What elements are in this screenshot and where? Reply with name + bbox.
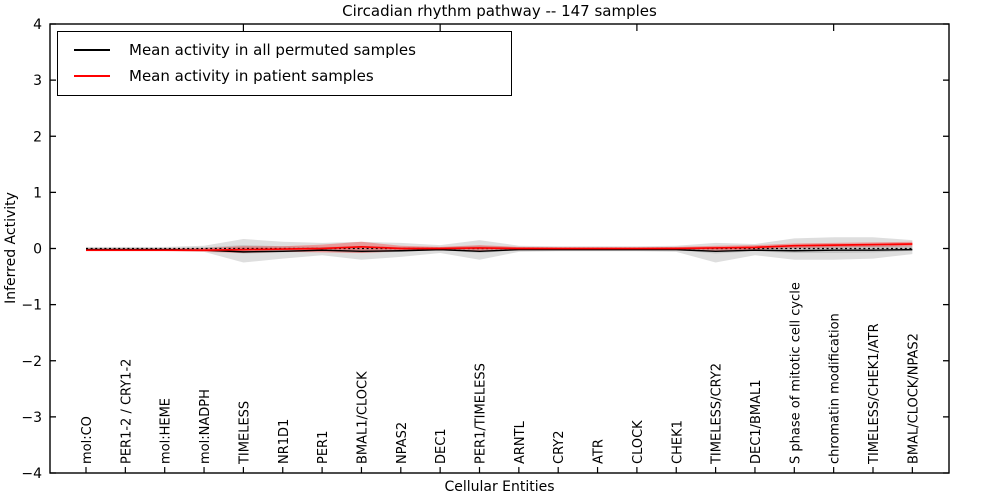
x-axis-label: Cellular Entities — [444, 479, 555, 495]
x-tick-label: BMAL1/CLOCK — [355, 371, 370, 464]
y-tick-label: 2 — [33, 129, 42, 145]
y-axis-ticks: −4 −3 −2 −1 0 1 2 3 4 — [21, 17, 949, 482]
permuted-line-swatch — [74, 49, 110, 51]
x-tick-label: TIMELESS — [237, 401, 252, 465]
x-tick-label: NR1D1 — [277, 419, 292, 464]
permuted-mean-line — [86, 248, 913, 253]
x-tick-labels: mol:CO PER1-2 / CRY1-2 mol:HEME mol:NADPH TI… — [80, 282, 921, 465]
legend-entry-permuted: Mean activity in all permuted samples — [58, 37, 511, 63]
x-tick-label: PER1-2 / CRY1-2 — [119, 359, 134, 464]
x-axis-ticks — [85, 24, 913, 473]
legend-label-permuted: Mean activity in all permuted samples — [129, 41, 416, 59]
y-tick-label: −4 — [21, 466, 42, 482]
x-tick-label: S phase of mitotic cell cycle — [788, 282, 803, 464]
y-tick-label: −3 — [21, 410, 42, 426]
y-tick-label: 3 — [33, 73, 42, 89]
legend-label-patient: Mean activity in patient samples — [129, 67, 374, 85]
y-tick-label: −1 — [21, 298, 42, 314]
chart-title: Circadian rhythm pathway -- 147 samples — [342, 2, 657, 20]
x-tick-label: CRY2 — [552, 431, 567, 465]
patient-line-swatch — [74, 75, 110, 77]
x-tick-label: mol:HEME — [159, 398, 174, 464]
x-tick-label: BMAL/CLOCK/NPAS2 — [906, 333, 921, 464]
y-tick-label: 4 — [33, 17, 42, 33]
y-axis-label: Inferred Activity — [3, 192, 19, 304]
x-tick-label: CLOCK — [631, 420, 646, 464]
y-tick-label: −2 — [21, 354, 42, 370]
x-tick-label: DEC1 — [434, 428, 449, 464]
x-tick-label: DEC1/BMAL1 — [749, 380, 764, 465]
x-tick-label: CHEK1 — [670, 420, 685, 464]
x-tick-label: chromatin modification — [828, 313, 843, 464]
x-tick-label: ARNTL — [513, 420, 528, 464]
y-tick-label: 0 — [33, 242, 42, 258]
x-tick-label: TIMELESS/CRY2 — [710, 363, 725, 465]
x-tick-label: PER1 — [316, 431, 331, 464]
x-tick-label: mol:NADPH — [198, 389, 213, 464]
y-tick-label: 1 — [33, 185, 42, 201]
x-tick-label: mol:CO — [80, 416, 95, 464]
legend-entry-patient: Mean activity in patient samples — [58, 63, 511, 89]
x-tick-label: PER1/TIMELESS — [474, 363, 489, 464]
x-tick-label: TIMELESS/CHEK1/ATR — [867, 323, 882, 465]
legend-box: Mean activity in all permuted samples Me… — [57, 31, 512, 96]
patient-mean-line — [86, 243, 913, 252]
x-tick-label: NPAS2 — [395, 422, 410, 464]
x-tick-label: ATR — [592, 439, 607, 464]
